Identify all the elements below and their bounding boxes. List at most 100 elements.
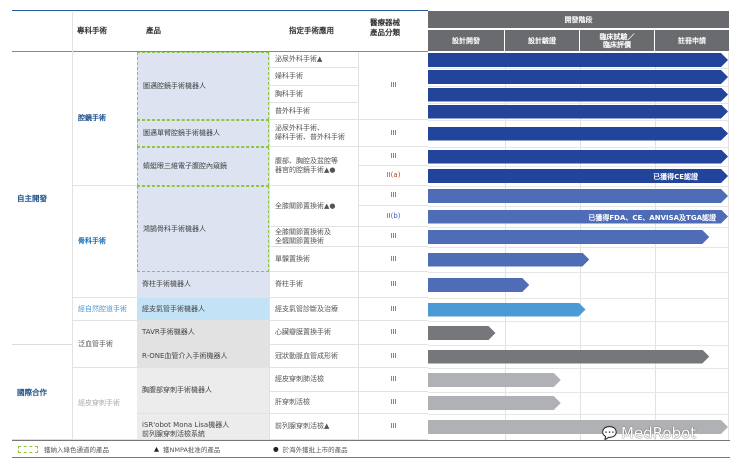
- classification-14: III: [358, 414, 428, 440]
- watermark-logo: 💬 MedRobot: [602, 424, 697, 442]
- header-classification: 醫療器械 產品分類: [370, 18, 400, 37]
- row-gridline: [428, 392, 728, 393]
- progress-bar: 已獲得FDA、CE、ANVISA及TGA認證: [428, 210, 728, 224]
- application-2: 胸科手術: [269, 86, 358, 103]
- header-stage-3: 註冊申請: [655, 30, 730, 51]
- progress-bar: [428, 326, 496, 340]
- specialty-1: 骨科手術: [73, 186, 137, 298]
- classification-3: II(a): [358, 166, 428, 186]
- legend: 獲納入綠色通道的產品 ▲ 獲NMPA批准的產品 ● 於海外獲批上市的產品: [18, 444, 718, 454]
- row-gridline: [428, 103, 728, 104]
- application-3: 普外科手術: [269, 103, 358, 120]
- classification-10: III: [358, 321, 428, 345]
- progress-bar: [428, 420, 728, 434]
- progress-bar: [428, 70, 728, 84]
- header-application: 指定手術應用: [289, 26, 334, 35]
- row-gridline: [428, 298, 728, 299]
- application-15: 前列腺穿刺活檢▲: [269, 414, 358, 440]
- product-4: 脊柱手術機器人: [137, 272, 269, 298]
- product-8: 胸腹部穿刺手術機器人: [137, 368, 269, 414]
- product-9: iSR'obot Mona Lisa機器人 前列腺穿刺活檢系統: [137, 414, 269, 440]
- bottom-rule: [12, 440, 730, 441]
- bar-label: 已獲得CE認證: [653, 173, 698, 181]
- row-gridline: [428, 345, 728, 346]
- specialty-0: 腔鏡手術: [73, 52, 137, 186]
- application-4: 泌尿外科手術、 婦科手術、普外科手術: [269, 120, 358, 147]
- row-gridline: [428, 147, 728, 148]
- product-2: 蜻蜓眼三維電子腹腔內窺鏡: [137, 147, 269, 186]
- progress-bar: 已獲得CE認證: [428, 169, 728, 183]
- row-gridline: [428, 272, 728, 273]
- specialty-2: 經自然腔道手術: [73, 298, 137, 321]
- application-13: 經皮穿刺肺活檢: [269, 368, 358, 392]
- row-gridline: [428, 86, 728, 87]
- row-gridline: [428, 414, 728, 415]
- progress-bar: [428, 53, 728, 67]
- row-gridline: [428, 368, 728, 369]
- classification-4: III: [358, 186, 428, 206]
- classification-12: III: [358, 368, 428, 392]
- legend-overseas: 於海外獲批上市的產品: [282, 446, 348, 454]
- classification-7: III: [358, 247, 428, 272]
- classification-0: III: [358, 52, 428, 120]
- progress-bar: [428, 127, 728, 141]
- progress-bar: [428, 150, 728, 164]
- application-5: 腹部、胸腔及盆腔等 器官的腔鏡手術▲●: [269, 147, 358, 186]
- progress-bar: [428, 303, 586, 317]
- classification-5: II(b): [358, 206, 428, 227]
- progress-bar: [428, 88, 728, 102]
- legend-nmpa: 獲NMPA批准的產品: [163, 446, 221, 454]
- product-6: TAVR手術機器人: [137, 321, 269, 345]
- circle-icon: ●: [273, 445, 279, 453]
- application-1: 婦科手術: [269, 68, 358, 86]
- wechat-icon: 💬: [602, 426, 617, 440]
- row-gridline: [428, 321, 728, 322]
- header-stage-1: 設計驗證: [505, 30, 580, 51]
- application-7: 全膝關節置換術及 全髖關節置換術: [269, 227, 358, 247]
- green-channel-swatch: [18, 445, 38, 453]
- specialty-3: 泛血管手術: [73, 321, 137, 368]
- legend-green-channel: 獲納入綠色通道的產品: [44, 446, 109, 454]
- application-14: 肝穿刺活檢: [269, 392, 358, 414]
- header-specialty: 專科手術: [77, 26, 107, 35]
- header-stage-2: 臨床試驗／ 臨床評價: [580, 30, 655, 51]
- row-gridline: [428, 120, 728, 121]
- classification-6: III: [358, 227, 428, 247]
- row-gridline: [428, 186, 728, 187]
- row-gridline: [428, 206, 728, 207]
- product-3: 鴻鵠骨科手術機器人: [137, 186, 269, 272]
- progress-bar: [428, 253, 589, 267]
- application-10: 經支氣管診斷及治療: [269, 298, 358, 321]
- product-7: R-ONE血管介入手術機器人: [137, 345, 269, 368]
- classification-13: III: [358, 392, 428, 414]
- row-gridline: [428, 227, 728, 228]
- category-0: 自主開發: [12, 52, 72, 345]
- classification-8: III: [358, 272, 428, 298]
- application-12: 冠狀動脈血管成形術: [269, 345, 358, 368]
- progress-bar: [428, 105, 728, 119]
- specialty-4: 經皮穿刺手術: [73, 368, 137, 440]
- progress-bar: [428, 278, 529, 292]
- stage-gridline: [728, 52, 729, 440]
- progress-bar: [428, 396, 561, 410]
- header-stage-group: 開發階段: [428, 11, 730, 29]
- progress-bar: [428, 230, 709, 244]
- application-9: 脊柱手術: [269, 272, 358, 298]
- bar-label: 已獲得FDA、CE、ANVISA及TGA認證: [588, 213, 716, 222]
- progress-bar: [428, 189, 728, 203]
- legend-rule: [12, 457, 730, 458]
- product-1: 圖邁單臂腔鏡手術機器人: [137, 120, 269, 147]
- product-5: 經支氣管手術機器人: [137, 298, 269, 321]
- progress-bar: [428, 373, 561, 387]
- row-gridline: [428, 247, 728, 248]
- header-rule: [12, 51, 428, 52]
- col-divider: [72, 12, 73, 440]
- top-rule: [12, 10, 428, 11]
- stage-gridline: [580, 52, 581, 440]
- stage-gridline: [655, 52, 656, 440]
- header-product: 產品: [146, 26, 161, 35]
- application-0: 泌尿外科手術▲: [269, 52, 358, 68]
- application-8: 單髁置換術: [269, 247, 358, 272]
- application-6: 全膝關節置換術▲●: [269, 186, 358, 227]
- row-gridline: [428, 68, 728, 69]
